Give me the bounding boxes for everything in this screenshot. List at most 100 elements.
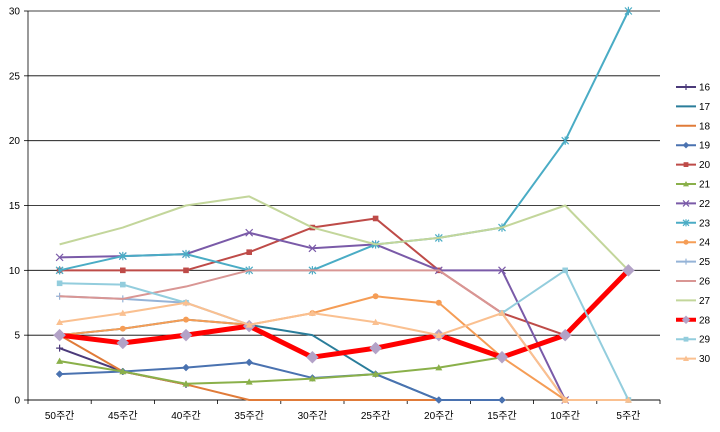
data-point: [435, 331, 443, 338]
data-point: [56, 344, 64, 352]
legend-item-16: 16: [676, 83, 711, 94]
legend-label: 22: [699, 199, 711, 210]
data-point: [624, 396, 632, 403]
data-point: [624, 6, 633, 16]
legend-label: 18: [699, 121, 711, 132]
data-point: [119, 325, 126, 332]
legend-item-29: 29: [676, 335, 711, 346]
series-17: [59, 318, 502, 401]
data-point: [116, 336, 130, 350]
x-tick-label: 40주간: [171, 410, 201, 422]
y-tick-label: 5: [14, 331, 20, 342]
data-point: [53, 328, 66, 342]
data-point: [561, 396, 569, 403]
y-tick-label: 10: [9, 266, 21, 277]
x-tick-label: 25주간: [361, 410, 391, 422]
legend-item-19: 19: [676, 141, 711, 152]
series-23: [55, 6, 633, 275]
data-point: [55, 370, 64, 378]
series-line: [59, 318, 502, 401]
y-axis-ticks: 0 5 10 15 20 25 30: [9, 7, 28, 407]
legend-label: 26: [699, 277, 711, 288]
legend-item-18: 18: [676, 121, 711, 132]
legend-label: 27: [699, 296, 711, 307]
data-point: [246, 249, 252, 255]
legend-item-30: 30: [676, 354, 711, 365]
legend-marker: [683, 84, 689, 90]
data-point: [55, 253, 64, 262]
legend-marker: [683, 162, 689, 167]
series-20: [56, 215, 568, 338]
x-tick-label: 10주간: [550, 410, 580, 422]
data-point: [498, 266, 506, 275]
series-line: [59, 195, 630, 272]
legend-label: 25: [699, 257, 711, 268]
legend-marker: [683, 336, 689, 342]
data-point: [372, 370, 380, 377]
y-tick-label: 15: [9, 201, 21, 212]
data-point: [56, 357, 64, 364]
legend-item-20: 20: [676, 160, 711, 171]
legend-label: 29: [699, 335, 711, 346]
data-point: [558, 328, 572, 342]
data-point: [435, 299, 442, 306]
data-point: [179, 328, 193, 342]
legend-label: 28: [699, 315, 711, 326]
series-30: [56, 299, 632, 403]
data-point: [56, 318, 64, 325]
data-point: [434, 396, 443, 404]
data-point: [372, 318, 380, 325]
data-point: [495, 350, 509, 364]
legend-marker: [683, 258, 689, 265]
series-line: [59, 356, 503, 385]
data-point: [306, 350, 319, 364]
x-axis-ticks: 50주간 45주간 40주간 35주간 30주간 25주간 20주간 15주간 10주간 5주간: [27, 400, 661, 422]
data-point: [183, 316, 189, 323]
legend-label: 21: [699, 180, 711, 191]
data-point: [182, 363, 190, 372]
legend-label: 24: [699, 238, 711, 249]
data-point: [435, 364, 443, 371]
data-point: [56, 280, 63, 287]
series-line: [59, 361, 502, 401]
series-line: [59, 347, 187, 386]
series-line: [59, 10, 630, 272]
legend-item-23: 23: [676, 218, 711, 229]
series-group: [53, 6, 635, 404]
data-point: [183, 267, 189, 274]
data-point: [245, 228, 254, 237]
data-point: [245, 321, 253, 328]
series-line: [59, 268, 631, 360]
data-point: [119, 309, 127, 316]
legend-marker: [682, 219, 690, 227]
x-tick-label: 20주간: [424, 410, 454, 422]
data-point: [372, 293, 379, 300]
x-tick-label: 15주간: [487, 410, 517, 422]
data-point: [245, 358, 254, 367]
legend-marker: [681, 315, 691, 325]
data-point: [561, 136, 570, 145]
data-point: [369, 341, 382, 355]
series-26: [59, 269, 567, 401]
data-point: [182, 249, 190, 259]
data-point: [119, 367, 127, 375]
series-28: [53, 263, 635, 364]
legend-item-25: 25: [676, 257, 711, 268]
legend-label: 17: [699, 102, 711, 113]
series-line: [59, 295, 250, 326]
x-tick-label: 30주간: [298, 410, 328, 422]
x-tick-label: 45주간: [108, 410, 138, 422]
x-tick-label: 35주간: [234, 410, 264, 422]
y-tick-label: 20: [9, 136, 21, 147]
data-point: [308, 375, 316, 382]
y-tick-label: 0: [14, 396, 20, 407]
legend-item-28: 28: [676, 315, 711, 326]
legend-label: 20: [699, 160, 711, 171]
legend-marker: [683, 355, 689, 361]
legend-item-24: 24: [676, 238, 711, 249]
data-point: [308, 309, 316, 316]
legend-label: 19: [699, 141, 711, 152]
legend-label: 23: [699, 218, 711, 229]
legend-item-26: 26: [676, 277, 711, 288]
